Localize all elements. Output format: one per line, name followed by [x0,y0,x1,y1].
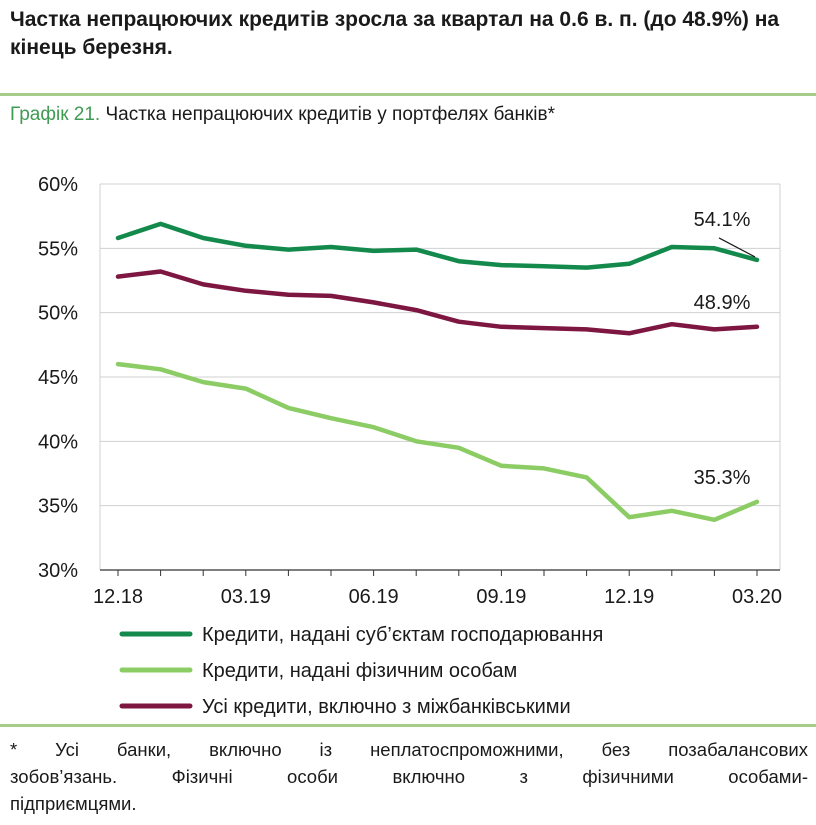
y-axis-tick-labels: 30% 35% 40% 45% 50% 55% 60% [38,174,78,582]
footnote-line-1: * Усі банки, включно із неплатоспроможни… [10,739,808,760]
series-line-individuals [115,361,760,523]
series-lines [115,221,760,523]
line-chart: 30% 35% 40% 45% 50% 55% 60% 12.18 03.19 06.19 09.… [38,174,782,718]
x-tick-label: 03.20 [732,586,782,608]
headline: Частка непрацюючих кредитів зросла за кв… [10,8,780,59]
chart-title: Частка непрацюючих кредитів у портфелях … [100,104,556,125]
y-tick-label: 30% [38,560,78,582]
gridlines [99,183,781,570]
end-label-business: 54.1% [694,209,751,231]
x-axis: 12.18 03.19 06.19 09.19 12.19 03.20 [93,569,782,608]
y-tick-label: 55% [38,238,78,260]
footnote-line-2: зобов’язань. Фізичні особи включно з фіз… [10,766,808,787]
legend: Кредити, надані суб’єктам господарювання… [119,624,603,718]
series-line-total [115,269,760,336]
x-tick-label: 12.18 [93,586,143,608]
series-line-business [115,221,760,270]
footnote-line-3: підприємцями. [10,793,137,814]
y-tick-label: 50% [38,303,78,325]
legend-label-individuals: Кредити, надані фізичним особам [202,660,517,682]
y-tick-label: 35% [38,496,78,518]
end-label-individuals: 35.3% [694,467,751,489]
x-tick-label: 06.19 [349,586,399,608]
y-tick-label: 45% [38,367,78,389]
footnote: * Усі банки, включно із неплатоспроможни… [10,736,808,817]
x-tick-label: 12.19 [604,586,654,608]
y-tick-label: 40% [38,431,78,453]
x-tick-label: 03.19 [221,586,271,608]
top-divider [0,93,816,96]
chart-number: Графік 21. [10,104,101,125]
legend-label-business: Кредити, надані суб’єктам господарювання [202,624,603,646]
end-label-total: 48.9% [694,292,751,314]
end-labels: 54.1% 35.3% 48.9% [694,209,756,489]
y-tick-label: 60% [38,174,78,196]
bottom-divider [0,724,816,727]
legend-label-total: Усі кредити, включно з міжбанківськими [202,696,571,718]
chart-caption: Графік 21. Частка непрацюючих кредитів у… [10,102,555,128]
x-tick-label: 09.19 [476,586,526,608]
end-label-leader-business [718,237,756,258]
